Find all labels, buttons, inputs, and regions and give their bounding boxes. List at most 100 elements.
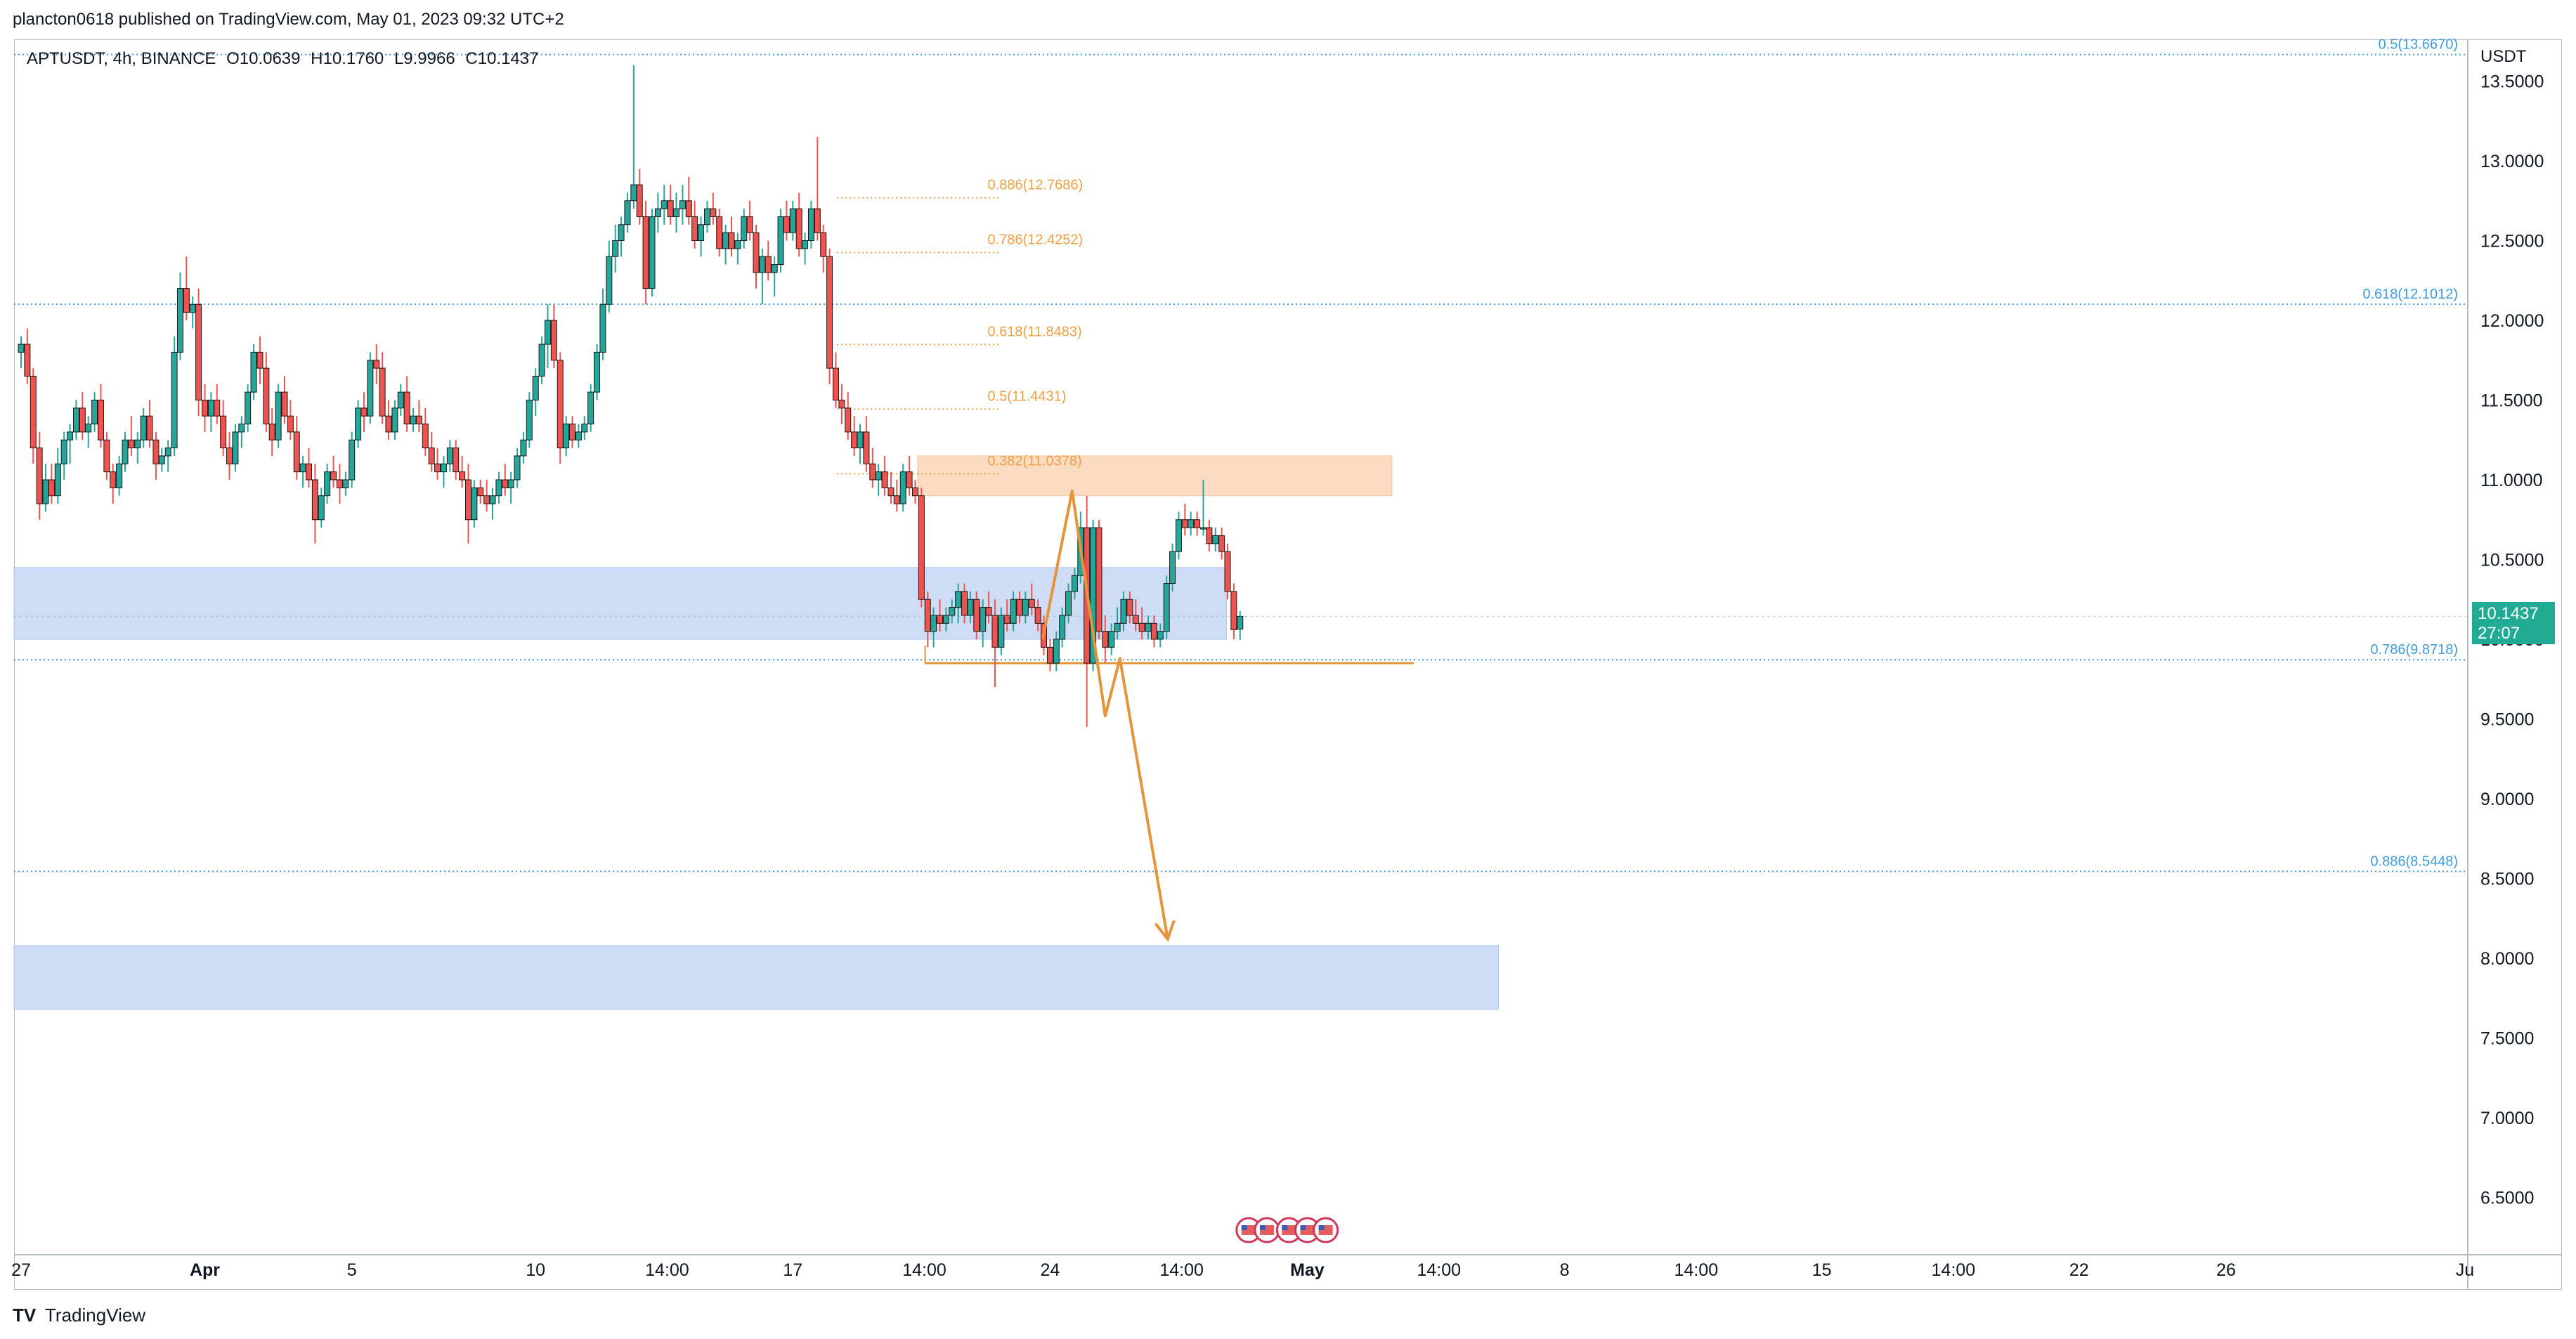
candle-body[interactable] — [79, 407, 86, 433]
candle-body[interactable] — [502, 479, 509, 488]
candle-body[interactable] — [765, 256, 772, 273]
candle-body[interactable] — [863, 431, 870, 464]
candle-body[interactable] — [1188, 519, 1195, 528]
candle-body[interactable] — [18, 344, 25, 353]
candle-body[interactable] — [146, 415, 153, 440]
candle-body[interactable] — [624, 200, 631, 226]
candle-body[interactable] — [1206, 527, 1213, 544]
candle-body[interactable] — [1132, 615, 1139, 624]
legend-symbol[interactable]: APTUSDT, 4h, BINANCE — [27, 49, 216, 68]
candle-body[interactable] — [202, 400, 208, 417]
candle-body[interactable] — [91, 400, 98, 425]
candle-body[interactable] — [887, 487, 895, 497]
candle-body[interactable] — [471, 487, 478, 521]
candle-body[interactable] — [949, 607, 956, 616]
candle-body[interactable] — [85, 424, 92, 433]
candle-body[interactable] — [110, 471, 117, 488]
candle-body[interactable] — [1120, 599, 1127, 624]
candle-body[interactable] — [661, 200, 668, 209]
candle-body[interactable] — [299, 463, 306, 473]
candle-body[interactable] — [832, 367, 839, 400]
candle-body[interactable] — [550, 320, 557, 361]
candle-body[interactable] — [575, 431, 582, 440]
candle-body[interactable] — [245, 391, 252, 425]
candle-body[interactable] — [544, 320, 551, 345]
candle-body[interactable] — [838, 400, 845, 409]
candle-body[interactable] — [342, 479, 349, 488]
candle-body[interactable] — [60, 439, 67, 464]
candle-body[interactable] — [134, 439, 141, 449]
candle-body[interactable] — [1199, 527, 1206, 530]
candle-body[interactable] — [1237, 615, 1244, 629]
candle-body[interactable] — [415, 415, 422, 425]
candle-body[interactable] — [703, 208, 710, 226]
candle-body[interactable] — [1169, 551, 1176, 584]
candle-body[interactable] — [391, 407, 398, 433]
candle-body[interactable] — [324, 471, 331, 497]
candle-body[interactable] — [152, 439, 160, 464]
candle-body[interactable] — [955, 591, 962, 608]
candle-body[interactable] — [428, 448, 435, 464]
candle-body[interactable] — [1163, 583, 1170, 632]
candle-body[interactable] — [275, 391, 282, 440]
candle-body[interactable] — [24, 344, 31, 377]
candle-body[interactable] — [649, 216, 656, 289]
candle-body[interactable] — [97, 400, 104, 440]
candle-body[interactable] — [1003, 615, 1010, 624]
candle-body[interactable] — [538, 344, 545, 377]
candle-body[interactable] — [937, 615, 943, 624]
candle-body[interactable] — [569, 424, 575, 440]
projection-path[interactable] — [1041, 489, 1169, 940]
candle-body[interactable] — [1157, 631, 1164, 640]
candle-body[interactable] — [122, 439, 129, 464]
candle-body[interactable] — [1053, 639, 1060, 664]
candle-body[interactable] — [1108, 631, 1115, 648]
candle-body[interactable] — [642, 216, 649, 289]
candle-body[interactable] — [1175, 519, 1182, 552]
candle-body[interactable] — [48, 479, 55, 497]
candle-body[interactable] — [116, 463, 123, 488]
candle-body[interactable] — [158, 455, 165, 464]
candle-body[interactable] — [268, 424, 275, 440]
candle-body[interactable] — [489, 495, 496, 504]
candle-body[interactable] — [795, 208, 802, 249]
candle-body[interactable] — [710, 208, 717, 217]
candle-body[interactable] — [397, 391, 404, 409]
candle-body[interactable] — [238, 424, 245, 433]
candle-body[interactable] — [636, 184, 643, 217]
candle-body[interactable] — [606, 256, 613, 305]
candle-body[interactable] — [287, 415, 294, 433]
candle-body[interactable] — [594, 351, 601, 393]
candle-body[interactable] — [306, 463, 313, 481]
candle-body[interactable] — [355, 407, 362, 440]
candle-body[interactable] — [783, 216, 790, 233]
candle-body[interactable] — [195, 303, 202, 400]
candle-body[interactable] — [128, 439, 135, 449]
candle-body[interactable] — [771, 264, 778, 273]
candle-body[interactable] — [581, 424, 588, 433]
candle-body[interactable] — [422, 424, 429, 449]
candle-body[interactable] — [256, 351, 264, 369]
candle-body[interactable] — [36, 448, 43, 504]
candle-body[interactable] — [807, 208, 814, 242]
footer-brand[interactable]: TV TradingView — [13, 1305, 145, 1326]
candle-body[interactable] — [587, 391, 594, 425]
candle-body[interactable] — [654, 208, 661, 217]
candle-body[interactable] — [183, 288, 190, 313]
candle-body[interactable] — [869, 463, 876, 481]
candle-body[interactable] — [281, 391, 288, 417]
candle-body[interactable] — [851, 431, 858, 449]
candle-body[interactable] — [453, 448, 460, 473]
candle-body[interactable] — [1145, 622, 1152, 632]
candle-body[interactable] — [1059, 615, 1066, 640]
candle-body[interactable] — [403, 391, 410, 425]
candle-body[interactable] — [698, 224, 705, 241]
candle-body[interactable] — [54, 463, 61, 497]
candle-body[interactable] — [734, 240, 741, 249]
candle-body[interactable] — [685, 200, 692, 217]
candle-body[interactable] — [495, 479, 502, 497]
candle-body[interactable] — [30, 375, 37, 449]
candle-body[interactable] — [1046, 646, 1053, 664]
candle-body[interactable] — [459, 471, 466, 481]
candle-body[interactable] — [599, 303, 606, 353]
